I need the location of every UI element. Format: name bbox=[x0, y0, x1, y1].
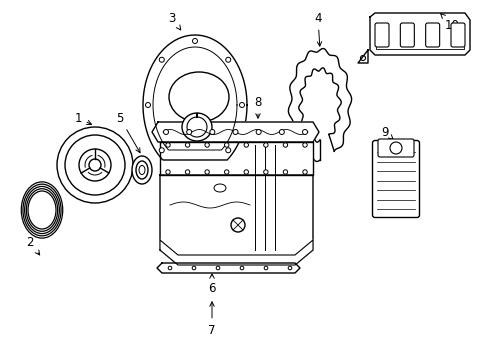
Circle shape bbox=[287, 266, 291, 270]
Circle shape bbox=[185, 143, 189, 147]
Circle shape bbox=[389, 142, 401, 154]
FancyBboxPatch shape bbox=[377, 139, 413, 157]
Circle shape bbox=[302, 130, 307, 135]
Circle shape bbox=[302, 143, 306, 147]
Text: 1: 1 bbox=[74, 112, 91, 125]
Text: 2: 2 bbox=[26, 235, 40, 255]
Circle shape bbox=[240, 266, 244, 270]
Circle shape bbox=[244, 143, 248, 147]
Polygon shape bbox=[160, 240, 312, 265]
Polygon shape bbox=[160, 175, 312, 265]
Circle shape bbox=[264, 266, 267, 270]
Circle shape bbox=[225, 57, 230, 62]
Text: 5: 5 bbox=[116, 112, 140, 153]
Circle shape bbox=[279, 130, 284, 135]
Circle shape bbox=[256, 130, 261, 135]
Circle shape bbox=[192, 266, 195, 270]
Circle shape bbox=[165, 143, 170, 147]
Circle shape bbox=[145, 103, 150, 108]
Circle shape bbox=[244, 170, 248, 174]
Circle shape bbox=[263, 170, 267, 174]
Ellipse shape bbox=[182, 113, 212, 141]
Circle shape bbox=[225, 148, 230, 153]
Circle shape bbox=[186, 130, 191, 135]
Circle shape bbox=[263, 143, 267, 147]
Text: 10: 10 bbox=[440, 14, 459, 32]
Circle shape bbox=[239, 103, 244, 108]
FancyBboxPatch shape bbox=[374, 23, 388, 47]
Circle shape bbox=[204, 170, 209, 174]
FancyBboxPatch shape bbox=[450, 23, 464, 47]
Text: 9: 9 bbox=[381, 126, 393, 140]
Text: 7: 7 bbox=[208, 302, 215, 337]
Circle shape bbox=[224, 170, 228, 174]
Circle shape bbox=[224, 143, 228, 147]
Circle shape bbox=[159, 57, 164, 62]
FancyBboxPatch shape bbox=[372, 140, 419, 217]
Text: 4: 4 bbox=[314, 12, 321, 46]
Text: 6: 6 bbox=[208, 274, 215, 294]
Circle shape bbox=[302, 170, 306, 174]
Circle shape bbox=[163, 130, 168, 135]
Polygon shape bbox=[369, 13, 469, 55]
Text: 8: 8 bbox=[254, 95, 261, 118]
Circle shape bbox=[283, 170, 287, 174]
Circle shape bbox=[57, 127, 133, 203]
Polygon shape bbox=[160, 142, 312, 175]
Polygon shape bbox=[142, 35, 246, 160]
Circle shape bbox=[165, 170, 170, 174]
Circle shape bbox=[230, 218, 244, 232]
Polygon shape bbox=[357, 50, 367, 63]
Polygon shape bbox=[157, 263, 299, 273]
Circle shape bbox=[216, 266, 219, 270]
Circle shape bbox=[192, 39, 197, 44]
Circle shape bbox=[185, 170, 189, 174]
Circle shape bbox=[283, 143, 287, 147]
Circle shape bbox=[209, 130, 214, 135]
Circle shape bbox=[204, 143, 209, 147]
Circle shape bbox=[232, 130, 238, 135]
Ellipse shape bbox=[132, 156, 152, 184]
Ellipse shape bbox=[169, 72, 228, 122]
FancyBboxPatch shape bbox=[425, 23, 439, 47]
Text: 3: 3 bbox=[168, 12, 181, 30]
Circle shape bbox=[168, 266, 171, 270]
Polygon shape bbox=[152, 122, 318, 142]
FancyBboxPatch shape bbox=[400, 23, 413, 47]
Circle shape bbox=[159, 148, 164, 153]
